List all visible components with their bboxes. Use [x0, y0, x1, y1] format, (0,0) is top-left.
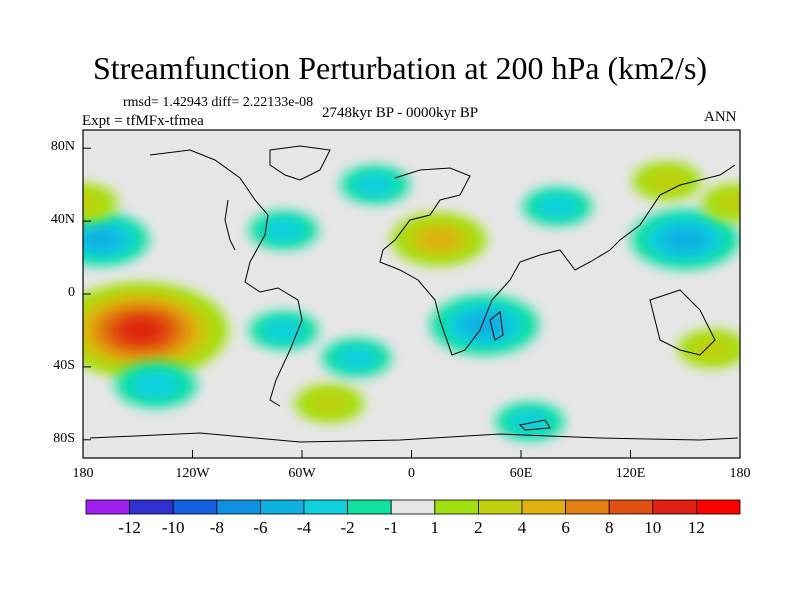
- colorbar-swatch: [696, 499, 741, 515]
- colorbar-swatch: [565, 499, 610, 515]
- coastlines: [89, 145, 739, 443]
- anomaly-center: [631, 209, 740, 270]
- anomaly-center: [430, 295, 539, 355]
- colorbar-label: -2: [340, 518, 355, 537]
- anomaly-contour: [262, 318, 306, 343]
- y-tick-label: 80N: [50, 139, 75, 155]
- chart-title: Streamfunction Perturbation at 200 hPa (…: [92, 50, 708, 86]
- anomaly-center: [294, 384, 365, 423]
- anomaly-center: [83, 282, 229, 379]
- colorbar-swatch: [172, 499, 218, 515]
- colorbar-label: -8: [209, 518, 224, 537]
- x-tick-label: 60E: [509, 466, 533, 481]
- anomaly-contour: [353, 172, 397, 197]
- colorbar-swatch: [216, 499, 261, 515]
- anomaly-contour: [536, 194, 579, 219]
- colorbar-label: 10: [644, 518, 662, 537]
- colorbar-swatch: [303, 499, 348, 515]
- colorbar-swatch: [347, 499, 392, 515]
- colorbar-swatch: [477, 499, 523, 515]
- anomaly-center: [114, 362, 198, 408]
- colorbar-label: 6: [561, 518, 570, 537]
- anomaly-contour: [83, 191, 105, 215]
- anomaly-contour: [691, 336, 734, 361]
- anomaly-center: [632, 161, 702, 201]
- anomaly-contour: [460, 311, 509, 339]
- y-tick-label: 40N: [50, 212, 75, 228]
- x-tick-label: 60W: [288, 466, 316, 481]
- y-tick-label: 80S: [53, 430, 75, 446]
- period-label: 2748kyr BP - 0000kyr BP: [322, 105, 479, 121]
- anomaly-contour: [120, 318, 163, 342]
- anomaly-contour: [83, 227, 123, 251]
- colorbar-label: -12: [118, 518, 141, 537]
- x-tick-label: 0: [408, 466, 415, 481]
- season-label: ANN: [704, 109, 737, 125]
- colorbar-swatch: [129, 499, 174, 515]
- colorbar-swatch: [652, 499, 697, 515]
- colorbar-swatch: [390, 499, 436, 515]
- colorbar-label: -6: [253, 518, 268, 537]
- y-tick-label: 0: [68, 285, 75, 300]
- anomaly-center: [677, 329, 740, 368]
- colorbar-label: 12: [687, 518, 705, 537]
- anomaly-contour: [130, 371, 182, 400]
- colorbar-label: -4: [296, 518, 312, 537]
- anomaly-center: [322, 338, 392, 377]
- y-tick-label: 40S: [53, 357, 75, 373]
- anomaly-contour: [661, 226, 710, 253]
- anomaly-center: [340, 165, 410, 204]
- x-tick-label: 180: [72, 466, 94, 481]
- anomaly-center: [522, 187, 593, 226]
- anomaly-contour: [417, 227, 461, 251]
- anomaly-center: [249, 211, 319, 250]
- anomaly-contour: [262, 218, 306, 242]
- x-tick-marks: [82, 450, 741, 458]
- anomaly-center: [391, 213, 487, 266]
- colorbar-swatch: [434, 499, 479, 515]
- anomaly-contour: [335, 346, 379, 370]
- anomaly-center: [249, 311, 319, 350]
- x-tick-label: 180: [729, 466, 751, 481]
- colorbar-swatch: [608, 499, 654, 515]
- anomaly-fields: [83, 161, 740, 441]
- x-tick-label: 120W: [175, 466, 210, 481]
- colorbar-label: 8: [604, 518, 614, 537]
- anomaly-contour: [508, 409, 552, 434]
- anomaly-center: [495, 402, 565, 441]
- anomaly-contour: [714, 191, 740, 215]
- colorbar-swatch: [521, 499, 566, 515]
- colorbar-label: 4: [517, 518, 527, 537]
- stats-label: rmsd= 1.42943 diff= 2.22133e-08: [123, 95, 314, 110]
- x-tick-label: 120E: [615, 466, 646, 481]
- y-tick-marks: [83, 147, 91, 441]
- colorbar: [85, 499, 741, 515]
- anomaly-center: [83, 183, 118, 222]
- colorbar-label: -1: [384, 518, 399, 537]
- colorbar-label: 2: [474, 518, 483, 537]
- experiment-label: Expt = tfMFx-tfmea: [82, 113, 204, 129]
- colorbar-label: 1: [430, 518, 440, 537]
- colorbar-swatch: [85, 499, 130, 515]
- anomaly-center: [83, 213, 149, 266]
- colorbar-swatch: [259, 499, 305, 515]
- anomaly-center: [701, 183, 740, 222]
- colorbar-label: -10: [161, 518, 185, 537]
- anomaly-contour: [308, 391, 351, 416]
- anomaly-contour: [645, 169, 689, 193]
